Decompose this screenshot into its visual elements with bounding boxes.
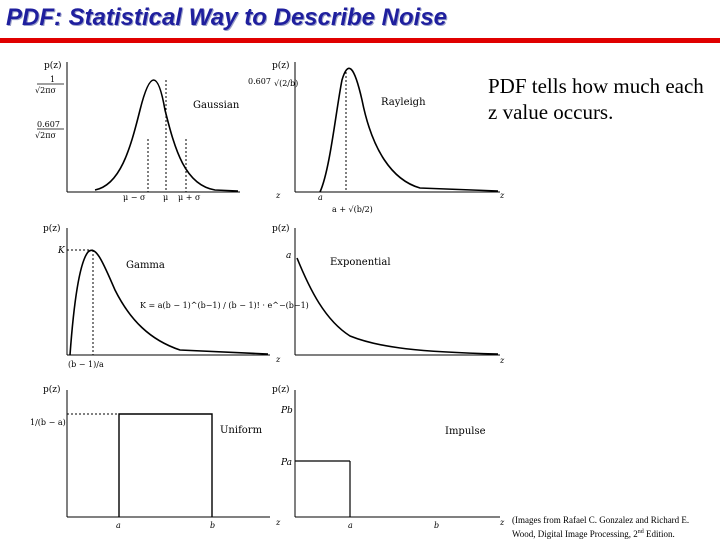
gaussian-name: Gaussian bbox=[193, 100, 240, 111]
exponential-xlabel: z bbox=[499, 356, 505, 365]
gamma-curve bbox=[69, 249, 269, 356]
gamma-xlabel: z bbox=[275, 355, 281, 364]
gaussian-mid-num: 0.607 bbox=[37, 120, 60, 129]
exponential-curve bbox=[296, 257, 499, 355]
gamma-formula: K = a(b − 1)^(b−1) / (b − 1)! · e^−(b−1) bbox=[140, 301, 309, 310]
uniform-tick-a: a bbox=[116, 521, 121, 530]
gaussian-panel: p(z) 1 √2πσ 0.607 √2πσ Gaussian z μ − σ … bbox=[35, 60, 281, 202]
gamma-peak-label: K bbox=[57, 246, 66, 256]
uniform-name: Uniform bbox=[220, 425, 263, 436]
exponential-name: Exponential bbox=[330, 257, 391, 268]
impulse-panel: p(z) Pb Pa Impulse z a b bbox=[272, 384, 505, 530]
credit-line2-prefix: Wood, Digital Image Processing, 2 bbox=[512, 529, 638, 539]
uniform-tick-b: b bbox=[210, 521, 215, 530]
rayleigh-xlabel: z bbox=[499, 191, 505, 200]
gamma-tick: (b − 1)/a bbox=[68, 360, 104, 369]
impulse-xlabel: z bbox=[499, 518, 505, 527]
uniform-panel: p(z) 1/(b − a) Uniform z a b bbox=[30, 384, 281, 530]
credit-line2-suffix: Edition. bbox=[643, 529, 675, 539]
title-underline bbox=[0, 38, 720, 43]
gaussian-tick-mu: μ bbox=[163, 193, 168, 202]
gamma-panel: p(z) K Gamma K = a(b − 1)^(b−1) / (b − 1… bbox=[43, 223, 309, 369]
gaussian-tick-plus: μ + σ bbox=[178, 193, 201, 202]
gamma-ylabel: p(z) bbox=[43, 223, 61, 234]
uniform-height-label: 1/(b − a) bbox=[30, 418, 66, 427]
impulse-tick-a: a bbox=[348, 521, 353, 530]
rayleigh-peak-frac: √(2/b) bbox=[274, 79, 298, 88]
impulse-pa: Pa bbox=[280, 458, 292, 468]
impulse-name: Impulse bbox=[445, 426, 486, 437]
gaussian-curve bbox=[94, 79, 239, 192]
credit-line1: (Images from Rafael C. Gonzalez and Rich… bbox=[512, 515, 690, 525]
gamma-name: Gamma bbox=[126, 260, 165, 271]
gaussian-ylabel: p(z) bbox=[44, 60, 62, 71]
exponential-panel: p(z) a Exponential z bbox=[272, 223, 505, 365]
impulse-pb: Pb bbox=[280, 406, 293, 416]
gaussian-peak-den: √2πσ bbox=[35, 86, 56, 95]
credit-line2-sup: nd bbox=[637, 529, 644, 535]
rayleigh-tick-peak: a + √(b/2) bbox=[332, 205, 373, 214]
gaussian-mid-den: √2πσ bbox=[35, 131, 56, 140]
uniform-box bbox=[118, 413, 213, 517]
uniform-xlabel: z bbox=[275, 518, 281, 527]
image-credit: (Images from Rafael C. Gonzalez and Rich… bbox=[512, 514, 717, 540]
title-bar: PDF: Statistical Way to Describe Noise bbox=[0, 0, 720, 44]
exponential-ylabel: p(z) bbox=[272, 223, 290, 234]
slide-title: PDF: Statistical Way to Describe Noise bbox=[6, 4, 448, 31]
rayleigh-name: Rayleigh bbox=[381, 97, 426, 108]
uniform-ylabel: p(z) bbox=[43, 384, 61, 395]
exponential-peak-label: a bbox=[286, 251, 291, 261]
impulse-ylabel: p(z) bbox=[272, 384, 290, 395]
gaussian-xlabel: z bbox=[275, 191, 281, 200]
pdf-explanation: PDF tells how much each z value occurs. bbox=[488, 74, 704, 124]
rayleigh-peak-value: 0.607 bbox=[248, 77, 271, 86]
rayleigh-curve bbox=[319, 67, 499, 193]
rayleigh-panel: p(z) 0.607 √(2/b) Rayleigh z a a + √(b/2… bbox=[248, 60, 505, 214]
rayleigh-ylabel: p(z) bbox=[272, 60, 290, 71]
gaussian-peak-num: 1 bbox=[50, 75, 55, 84]
gaussian-tick-minus: μ − σ bbox=[123, 193, 146, 202]
rayleigh-tick-a: a bbox=[318, 193, 323, 202]
impulse-tick-b: b bbox=[434, 521, 439, 530]
